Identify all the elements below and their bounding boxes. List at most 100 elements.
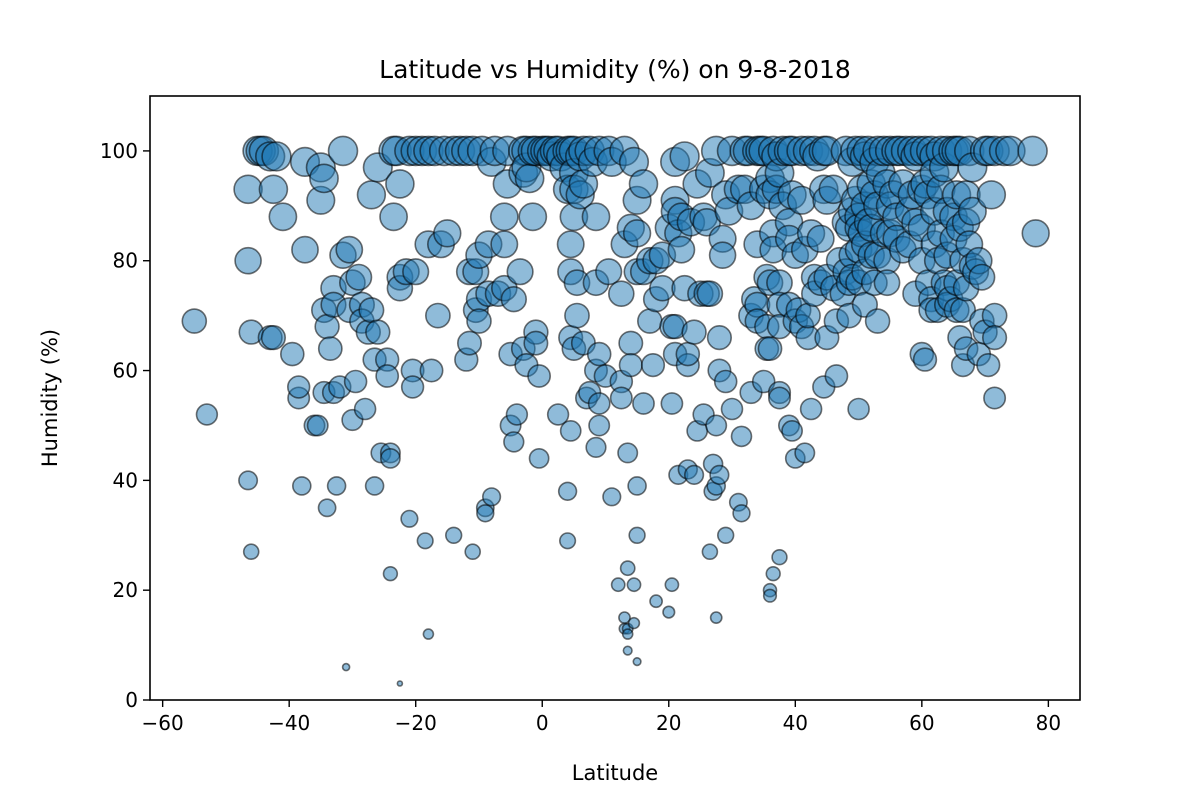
data-point	[234, 246, 262, 275]
data-point	[705, 414, 728, 437]
data-point	[527, 364, 552, 388]
data-point	[556, 230, 585, 259]
data-point	[1021, 219, 1050, 248]
y-axis-ticks: 0 20 40 60 80 100	[100, 139, 150, 712]
data-point	[708, 241, 737, 269]
data-point	[379, 202, 409, 232]
data-point	[683, 464, 705, 486]
data-point	[291, 476, 312, 496]
x-tick-label: −20	[395, 711, 437, 735]
data-point	[400, 509, 419, 528]
data-point	[794, 442, 816, 464]
data-point	[981, 302, 1008, 329]
data-point	[732, 504, 751, 523]
data-point	[607, 280, 635, 308]
chart-title: Latitude vs Humidity (%) on 9-8-2018	[379, 55, 851, 84]
data-point	[610, 577, 626, 593]
data-point	[506, 258, 534, 286]
data-point	[559, 419, 582, 442]
data-point	[364, 476, 385, 496]
data-point	[873, 269, 901, 297]
data-point	[609, 386, 633, 410]
data-point	[464, 543, 482, 561]
data-point	[762, 588, 778, 603]
data-point	[546, 403, 570, 426]
data-point	[701, 543, 719, 561]
data-point	[618, 330, 644, 356]
x-tick-label: −40	[268, 711, 310, 735]
data-point	[765, 565, 781, 582]
data-point	[595, 258, 623, 286]
data-point	[466, 308, 492, 334]
data-point	[260, 325, 287, 351]
data-point	[489, 202, 519, 232]
data-point	[343, 369, 368, 394]
data-point	[632, 656, 642, 667]
data-point	[419, 358, 444, 383]
points-layer	[181, 135, 1050, 687]
plot-frame	[149, 95, 1081, 701]
data-point	[503, 431, 525, 453]
data-point	[664, 577, 680, 593]
data-point	[781, 419, 804, 442]
data-point	[528, 447, 550, 469]
y-axis-label: Humidity (%)	[38, 329, 62, 467]
data-point	[795, 302, 821, 329]
data-point	[771, 548, 788, 566]
data-point	[864, 308, 891, 334]
data-point	[799, 397, 823, 421]
data-point	[720, 397, 744, 421]
data-point	[669, 141, 700, 172]
data-point	[636, 308, 663, 334]
data-point	[660, 392, 684, 415]
data-point	[505, 403, 529, 426]
x-axis-ticks: −60 −40 −20 0 20 40 60 80	[142, 700, 1061, 735]
data-point	[730, 425, 753, 448]
data-point	[696, 280, 724, 308]
data-point	[317, 336, 343, 362]
data-point	[649, 274, 676, 302]
data-point	[327, 135, 359, 167]
data-point	[424, 302, 451, 329]
data-point	[716, 526, 735, 544]
data-point	[640, 353, 666, 378]
data-point	[957, 196, 987, 226]
data-point	[557, 481, 578, 501]
data-point	[382, 565, 399, 582]
y-tick-label: 0	[125, 688, 138, 712]
data-point	[518, 202, 548, 232]
data-point	[291, 235, 319, 264]
data-point	[335, 235, 364, 264]
data-point	[847, 397, 870, 421]
data-point	[806, 224, 835, 253]
x-tick-label: 60	[909, 711, 934, 735]
data-point	[396, 680, 404, 687]
data-point	[581, 202, 611, 232]
data-point	[824, 364, 849, 388]
x-tick-label: 40	[783, 711, 808, 735]
data-point	[751, 369, 776, 394]
data-point	[433, 219, 462, 248]
data-point	[766, 269, 793, 297]
data-point	[912, 347, 938, 372]
data-point	[976, 353, 1001, 378]
data-point	[619, 560, 636, 577]
y-tick-label: 100	[100, 139, 138, 163]
data-point	[621, 628, 634, 640]
data-point	[445, 526, 463, 544]
data-point	[667, 235, 696, 264]
x-tick-label: 20	[656, 711, 681, 735]
data-point	[195, 403, 219, 426]
data-point	[622, 645, 633, 656]
data-point	[628, 526, 646, 544]
data-point	[306, 414, 329, 437]
data-point	[358, 297, 385, 324]
data-point	[617, 442, 639, 464]
data-point	[309, 163, 339, 194]
data-point	[385, 169, 415, 199]
data-point	[622, 219, 652, 248]
data-point	[585, 436, 607, 459]
x-tick-label: 0	[536, 711, 549, 735]
data-point	[767, 386, 791, 410]
